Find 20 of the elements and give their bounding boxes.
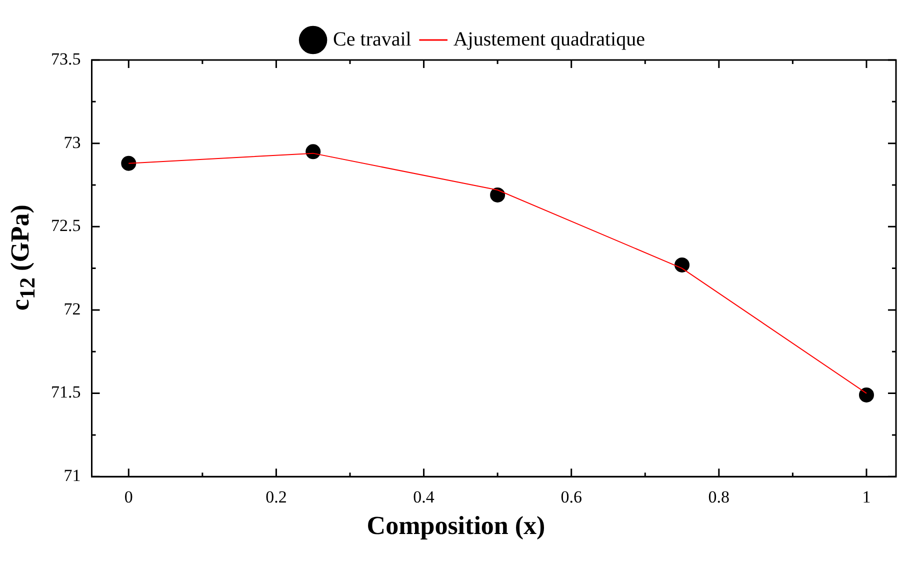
point: [674, 257, 690, 272]
x-tick-label: 0.8: [708, 487, 730, 506]
x-tick-label: 0.6: [560, 487, 582, 506]
y-tick-label: 71.5: [51, 382, 81, 402]
x-axis-title: Composition (x): [366, 511, 546, 541]
y-tick-label: 73: [64, 132, 81, 152]
point: [121, 156, 136, 171]
x-tick-label: 1: [862, 487, 871, 506]
y-tick-label: 72: [64, 299, 81, 318]
y-tick-label: 72.5: [51, 216, 81, 236]
point: [858, 387, 874, 402]
point: [490, 187, 506, 202]
legend-label: Ajustement quadratique: [453, 28, 646, 50]
x-tick-label: 0.4: [413, 487, 435, 506]
legend-label: Ce travail: [333, 28, 412, 50]
x-tick-label: 0: [124, 487, 133, 506]
x-tick-label: 0.2: [266, 487, 287, 506]
point: [306, 144, 321, 160]
y-tick-label: 71: [64, 466, 81, 486]
y-tick-label: 73.5: [51, 49, 81, 68]
